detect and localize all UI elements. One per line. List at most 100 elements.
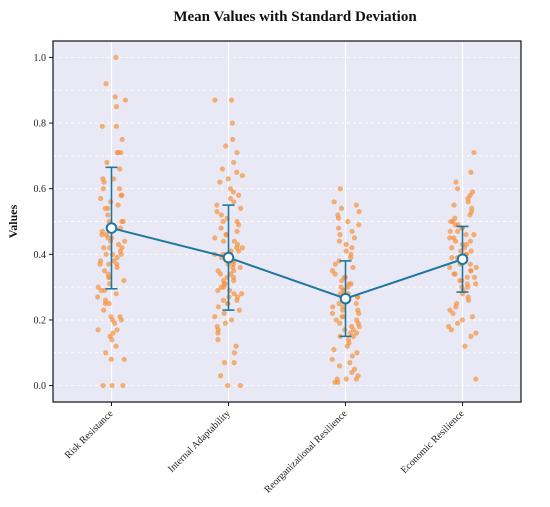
- data-point: [122, 238, 128, 244]
- data-point: [473, 330, 479, 336]
- data-point: [106, 300, 112, 307]
- data-point: [228, 317, 235, 323]
- data-point: [217, 271, 224, 277]
- data-point: [233, 343, 239, 349]
- data-point: [112, 320, 118, 326]
- data-point: [350, 333, 357, 339]
- x-tick-label: Economic Resilience: [399, 408, 467, 476]
- data-point: [471, 274, 478, 280]
- mean-marker: [339, 292, 352, 305]
- data-point: [100, 382, 106, 389]
- data-point: [356, 310, 362, 316]
- y-tick-label: 1.0: [34, 53, 47, 64]
- data-point: [107, 238, 114, 244]
- data-point: [214, 202, 220, 208]
- data-point: [231, 159, 237, 166]
- data-point: [447, 228, 453, 234]
- data-point: [103, 81, 109, 87]
- data-point: [95, 284, 101, 290]
- data-point: [350, 327, 357, 333]
- data-point: [114, 264, 120, 271]
- data-point: [108, 199, 114, 205]
- data-point: [329, 356, 335, 362]
- data-point: [353, 376, 359, 382]
- data-point: [117, 166, 123, 172]
- data-point: [114, 255, 120, 261]
- data-point: [234, 228, 240, 234]
- data-point: [113, 291, 119, 297]
- data-point: [336, 238, 343, 244]
- data-point: [234, 297, 240, 303]
- data-point: [109, 251, 116, 257]
- data-point: [215, 287, 221, 294]
- data-point: [453, 179, 459, 185]
- data-point: [339, 277, 345, 284]
- data-point: [337, 186, 343, 192]
- data-point: [109, 337, 115, 343]
- data-point: [353, 300, 359, 307]
- data-point: [455, 320, 461, 326]
- data-point: [348, 255, 354, 261]
- data-point: [473, 264, 479, 271]
- data-point: [214, 209, 220, 215]
- data-point: [118, 192, 124, 198]
- chart-title: Mean Values with Standard Deviation: [173, 9, 417, 25]
- data-point: [345, 218, 351, 225]
- data-point: [212, 97, 218, 103]
- data-point: [118, 317, 124, 323]
- data-point: [99, 232, 105, 238]
- data-point: [473, 376, 479, 382]
- data-point: [447, 235, 453, 241]
- data-point: [452, 238, 459, 244]
- data-point: [235, 248, 242, 254]
- data-point: [349, 228, 355, 234]
- data-point: [225, 176, 231, 182]
- data-point: [453, 304, 459, 310]
- scatter-points: [95, 54, 479, 389]
- x-tick-label: Internal Adaptability: [166, 408, 233, 475]
- data-point: [219, 166, 226, 172]
- data-point: [111, 176, 117, 182]
- data-point: [220, 297, 227, 303]
- data-point: [451, 271, 457, 277]
- data-point: [340, 307, 346, 313]
- data-point: [239, 291, 245, 297]
- data-point: [119, 136, 125, 143]
- data-point: [220, 238, 227, 244]
- data-point: [236, 222, 242, 228]
- data-point: [356, 209, 362, 215]
- data-point: [454, 186, 461, 192]
- data-point: [121, 277, 127, 284]
- data-point: [469, 314, 475, 320]
- data-point: [231, 268, 237, 274]
- data-point: [102, 268, 108, 274]
- data-point: [120, 382, 126, 389]
- data-point: [449, 245, 455, 251]
- data-point: [212, 314, 218, 320]
- y-tick-label: 0.8: [34, 119, 47, 130]
- data-point: [343, 241, 349, 248]
- data-point: [220, 218, 226, 225]
- data-point: [231, 277, 237, 284]
- data-point: [104, 159, 110, 166]
- data-point: [115, 241, 122, 248]
- data-point: [231, 199, 237, 205]
- data-point: [467, 238, 473, 244]
- data-point: [354, 350, 360, 356]
- data-point: [103, 251, 109, 257]
- data-point: [468, 333, 474, 339]
- data-point: [471, 232, 477, 238]
- data-point: [448, 218, 454, 225]
- data-point: [237, 264, 243, 271]
- data-point: [98, 287, 104, 294]
- data-point: [223, 143, 229, 149]
- data-point: [105, 212, 111, 218]
- data-point: [103, 350, 109, 356]
- data-point: [337, 320, 343, 326]
- data-point: [229, 120, 236, 126]
- data-point: [234, 169, 240, 175]
- data-point: [350, 264, 356, 271]
- data-point: [121, 356, 127, 362]
- data-point: [118, 251, 124, 257]
